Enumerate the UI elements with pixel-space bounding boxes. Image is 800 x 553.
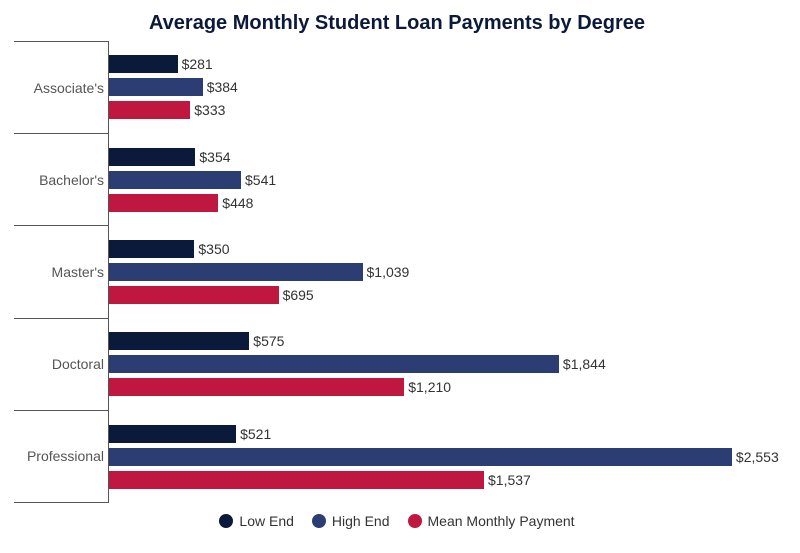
bar-row-high: $1,039 <box>109 263 780 281</box>
bar-row-high: $2,553 <box>109 448 780 466</box>
bar-row-low: $354 <box>109 148 780 166</box>
bar-row-low: $281 <box>109 55 780 73</box>
bar-value-label: $354 <box>199 149 230 165</box>
category-label: Professional <box>14 410 108 503</box>
bar-row-low: $521 <box>109 425 780 443</box>
category-label: Bachelor's <box>14 133 108 225</box>
bar-value-label: $541 <box>245 172 276 188</box>
bar-value-label: $384 <box>207 79 238 95</box>
legend-item-mean: Mean Monthly Payment <box>408 513 575 529</box>
bar-row-mean: $448 <box>109 194 780 212</box>
bar-group: $354 $541 $448 <box>109 133 780 225</box>
bar-row-low: $350 <box>109 240 780 258</box>
bar-high <box>109 263 363 281</box>
chart-title: Average Monthly Student Loan Payments by… <box>14 12 780 35</box>
legend: Low End High End Mean Monthly Payment <box>14 513 780 529</box>
legend-swatch <box>408 514 422 528</box>
bar-row-high: $1,844 <box>109 355 780 373</box>
bar-group: $281 $384 $333 <box>109 41 780 133</box>
legend-label: Low End <box>239 513 293 529</box>
bar-value-label: $695 <box>283 287 314 303</box>
bar-row-high: $541 <box>109 171 780 189</box>
bar-value-label: $575 <box>253 333 284 349</box>
legend-item-low: Low End <box>219 513 293 529</box>
bar-mean <box>109 286 279 304</box>
bar-value-label: $281 <box>182 56 213 72</box>
bar-value-label: $2,553 <box>736 449 779 465</box>
bar-high <box>109 448 732 466</box>
bar-high <box>109 78 203 96</box>
category-label: Associate's <box>14 41 108 133</box>
bar-low <box>109 332 249 350</box>
legend-label: Mean Monthly Payment <box>428 513 575 529</box>
chart-container: Average Monthly Student Loan Payments by… <box>0 0 800 553</box>
bar-value-label: $1,537 <box>488 472 531 488</box>
bar-row-mean: $1,537 <box>109 471 780 489</box>
bar-row-mean: $695 <box>109 286 780 304</box>
bar-value-label: $350 <box>198 241 229 257</box>
bar-row-high: $384 <box>109 78 780 96</box>
bar-low <box>109 425 236 443</box>
bar-group: $521 $2,553 $1,537 <box>109 411 780 503</box>
bar-low <box>109 240 194 258</box>
category-label: Master's <box>14 225 108 317</box>
bar-group: $350 $1,039 $695 <box>109 226 780 318</box>
legend-label: High End <box>332 513 390 529</box>
bar-value-label: $1,844 <box>563 356 606 372</box>
bar-mean <box>109 378 404 396</box>
legend-item-high: High End <box>312 513 390 529</box>
bar-row-mean: $1,210 <box>109 378 780 396</box>
plot-area: Associate's Bachelor's Master's Doctoral… <box>14 41 780 503</box>
bar-value-label: $1,039 <box>367 264 410 280</box>
bar-value-label: $333 <box>194 102 225 118</box>
bar-high <box>109 171 241 189</box>
bar-mean <box>109 101 190 119</box>
bar-low <box>109 148 195 166</box>
bar-mean <box>109 194 218 212</box>
bar-group: $575 $1,844 $1,210 <box>109 318 780 410</box>
legend-swatch <box>312 514 326 528</box>
bar-row-mean: $333 <box>109 101 780 119</box>
bar-high <box>109 355 559 373</box>
bar-value-label: $521 <box>240 426 271 442</box>
bar-low <box>109 55 178 73</box>
bars-area: $281 $384 $333 $354 $541 $448 $350 $1,03… <box>108 41 780 503</box>
bar-mean <box>109 471 484 489</box>
y-axis-labels: Associate's Bachelor's Master's Doctoral… <box>14 41 108 503</box>
legend-swatch <box>219 514 233 528</box>
category-label: Doctoral <box>14 318 108 410</box>
bar-row-low: $575 <box>109 332 780 350</box>
bar-value-label: $448 <box>222 195 253 211</box>
bar-value-label: $1,210 <box>408 379 451 395</box>
